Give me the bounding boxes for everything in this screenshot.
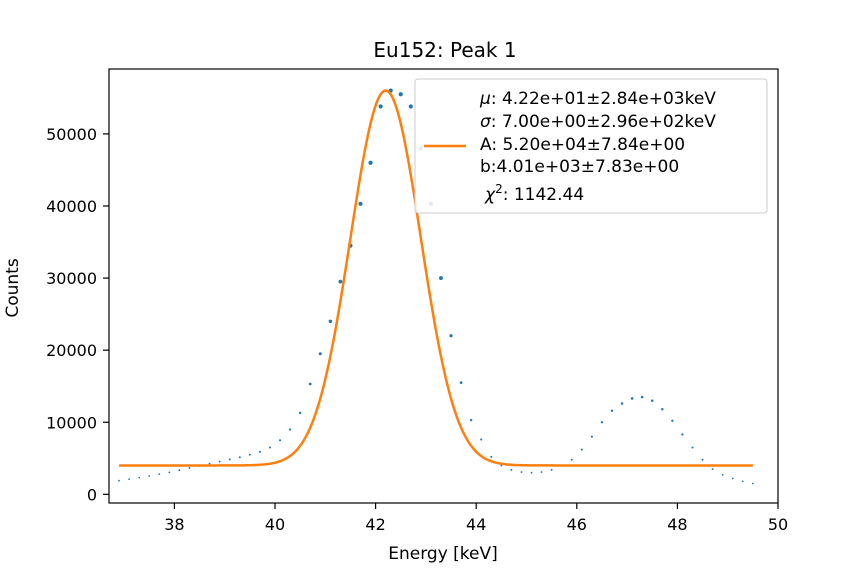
data-point: [691, 446, 694, 449]
data-point: [751, 482, 754, 485]
data-point: [358, 201, 363, 206]
data-point: [701, 458, 704, 461]
data-point: [510, 468, 513, 471]
data-point: [570, 458, 573, 461]
data-point: [398, 92, 403, 97]
x-tick-label: 38: [164, 515, 184, 534]
x-tick-label: 42: [365, 515, 385, 534]
data-point: [148, 475, 151, 477]
axes-frame: [108, 68, 779, 504]
legend-line-chi: χ2: 1142.44: [484, 182, 584, 205]
x-axis-label: Energy [keV]: [388, 544, 498, 564]
data-point: [258, 450, 261, 453]
legend-chi-superscript: 2: [495, 182, 503, 196]
data-point: [671, 419, 674, 422]
data-point: [248, 453, 251, 456]
data-point: [218, 460, 221, 463]
legend-chi-text: : 1142.44: [503, 185, 584, 205]
y-tick-label: 10000: [46, 413, 97, 432]
data-point: [238, 456, 241, 459]
data-point: [640, 395, 644, 399]
legend-line-a: A: 5.20e+04±7.84e+00: [480, 135, 685, 155]
data-point: [278, 439, 282, 442]
data-point: [550, 468, 553, 471]
data-point: [368, 160, 373, 165]
legend-mu-symbol: μ: [479, 89, 491, 109]
data-point: [731, 477, 734, 480]
x-tick-label: 48: [667, 515, 687, 534]
data-point: [118, 479, 120, 482]
y-tick-label: 0: [87, 485, 97, 504]
x-tick-label: 44: [466, 515, 486, 534]
data-point: [540, 471, 543, 473]
data-point: [741, 480, 744, 483]
data-point: [168, 471, 171, 474]
data-point: [408, 104, 413, 109]
data-point: [459, 381, 463, 384]
data-point: [490, 455, 493, 458]
data-point: [378, 104, 383, 109]
data-point: [681, 433, 684, 436]
data-point: [480, 438, 483, 441]
data-point: [650, 399, 654, 402]
data-point: [228, 458, 231, 461]
data-point: [138, 476, 141, 479]
y-tick-label: 40000: [46, 197, 97, 216]
y-tick-label: 50000: [46, 125, 97, 144]
chart-title: Eu152: Peak 1: [373, 38, 516, 62]
data-point: [449, 334, 453, 338]
y-axis: 0 10000 20000 30000 40000 50000: [46, 125, 109, 504]
data-point: [600, 421, 604, 424]
data-point: [158, 473, 161, 476]
data-point: [288, 428, 292, 431]
legend-chi-symbol: χ: [484, 185, 496, 205]
legend-mu-text: : 4.22e+01±2.84e+03keV: [491, 89, 716, 109]
data-point: [721, 473, 724, 476]
data-point: [620, 402, 624, 405]
legend-box: [414, 78, 768, 214]
legend-line-sigma: σ: 7.00e+00±2.96e+02keV: [480, 112, 716, 132]
data-point: [439, 276, 443, 280]
data-point: [298, 411, 302, 415]
x-axis: 38 40 42 44 46 48 50: [164, 503, 788, 534]
data-point: [590, 435, 593, 438]
y-axis-label: Counts: [3, 258, 23, 317]
data-point: [520, 471, 523, 473]
data-point: [661, 408, 664, 411]
y-tick-label: 30000: [46, 269, 97, 288]
x-tick-label: 40: [265, 515, 285, 534]
data-point: [711, 468, 714, 471]
data-point: [630, 397, 634, 400]
legend-line-b: b:4.01e+03±7.83e+00: [480, 157, 679, 177]
x-tick-label: 50: [768, 515, 788, 534]
data-point: [580, 448, 583, 451]
data-point: [308, 382, 312, 386]
data-point: [610, 409, 614, 412]
legend-sigma-symbol: σ: [480, 112, 492, 132]
data-point: [178, 469, 181, 472]
fit-series: [119, 89, 753, 467]
x-tick-label: 46: [567, 515, 587, 534]
data-point: [268, 446, 271, 449]
legend: μ: 4.22e+01±2.84e+03keV σ: 7.00e+00±2.96…: [414, 78, 768, 214]
legend-line-mu: μ: 4.22e+01±2.84e+03keV: [479, 89, 716, 109]
data-point: [469, 418, 473, 422]
legend-sigma-text: : 7.00e+00±2.96e+02keV: [491, 112, 716, 132]
data-point: [338, 279, 343, 284]
y-tick-label: 20000: [46, 341, 97, 360]
data-point: [530, 471, 533, 474]
data-point: [128, 478, 130, 481]
data-point: [188, 467, 191, 469]
fit-curve: [119, 89, 753, 467]
data-point: [318, 352, 322, 356]
data-point: [328, 319, 333, 324]
